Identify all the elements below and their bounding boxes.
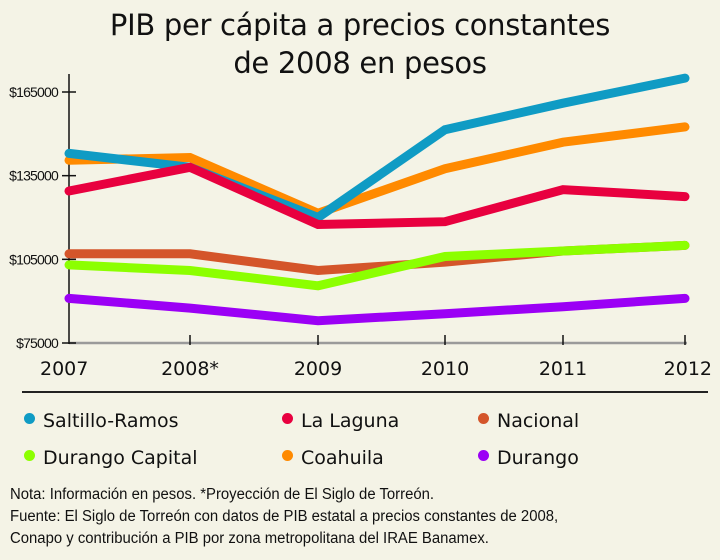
legend-dot-icon bbox=[282, 449, 293, 461]
series-line-saltillo-ramos bbox=[64, 73, 690, 223]
chart-title: PIB per cápita a precios constantes de 2… bbox=[0, 6, 720, 82]
x-tick-label: 2008* bbox=[161, 358, 219, 380]
x-tick-label: 2011 bbox=[539, 358, 587, 380]
legend-dot-icon bbox=[282, 412, 293, 424]
x-tick-label: 2009 bbox=[294, 358, 342, 380]
series-line-la-laguna bbox=[64, 162, 690, 230]
legend-label: La Laguna bbox=[301, 410, 400, 432]
legend-dot-icon bbox=[24, 449, 35, 461]
y-tick-label: $75000 bbox=[16, 335, 59, 351]
legend-dot-icon bbox=[24, 412, 35, 424]
y-tick-label: $135000 bbox=[9, 168, 59, 184]
series-line-durango-capital bbox=[64, 240, 690, 291]
y-tick-label: $105000 bbox=[9, 251, 59, 267]
footnotes: Nota: Información en pesos. *Proyección … bbox=[10, 484, 687, 550]
legend-label: Nacional bbox=[497, 410, 580, 432]
series-line-durango bbox=[64, 293, 690, 326]
x-tick-label: 2007 bbox=[40, 358, 88, 380]
legend-item-durango-capital: Durango Capital bbox=[24, 447, 198, 469]
legend-item-coahuila: Coahuila bbox=[282, 447, 384, 469]
legend-label: Durango bbox=[497, 447, 579, 469]
chart-title-line-1: PIB per cápita a precios constantes bbox=[109, 8, 611, 42]
x-tick-label: 2012 bbox=[664, 358, 712, 380]
source-line-1: Fuente: El Siglo de Torreón con datos de… bbox=[10, 508, 559, 525]
x-tick-label: 2010 bbox=[421, 358, 469, 380]
legend-divider bbox=[22, 391, 708, 393]
legend-label: Coahuila bbox=[301, 447, 384, 469]
chart-title-line-2: de 2008 en pesos bbox=[233, 46, 487, 80]
y-tick-label: $165000 bbox=[9, 84, 59, 100]
tick-labels: $75000 $105000 $135000 $165000 2007 2008* 2009… bbox=[9, 84, 712, 380]
series-line-coahuila bbox=[64, 122, 690, 219]
legend-item-saltillo-ramos: Saltillo-Ramos bbox=[24, 410, 179, 432]
series-layer bbox=[64, 73, 690, 326]
note-line: Nota: Información en pesos. *Proyección … bbox=[10, 486, 435, 503]
line-chart: $75000 $105000 $135000 $165000 2007 2008* 2009… bbox=[9, 73, 712, 380]
source-line-2: Conapo y contribución a PIB por zona met… bbox=[10, 530, 489, 547]
legend-item-durango: Durango bbox=[478, 447, 579, 469]
legend-item-nacional: Nacional bbox=[478, 410, 579, 432]
legend-label: Saltillo-Ramos bbox=[43, 410, 179, 432]
legend-label: Durango Capital bbox=[43, 447, 198, 469]
legend-dot-icon bbox=[478, 412, 489, 424]
legend-item-la-laguna: La Laguna bbox=[282, 410, 399, 432]
legend-dot-icon bbox=[478, 449, 489, 461]
